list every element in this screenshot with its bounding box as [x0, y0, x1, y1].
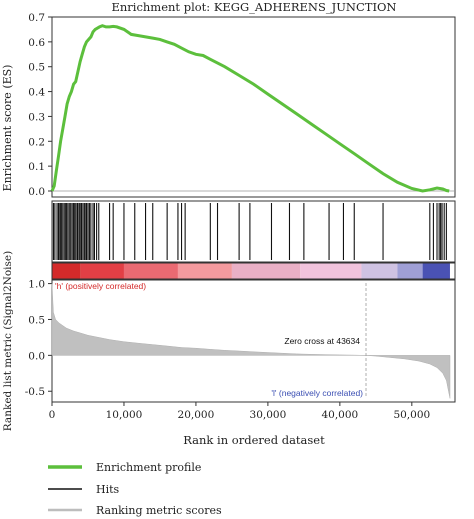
metric-y-tick-label: 0.5	[28, 314, 45, 326]
hits-panel-frame	[51, 200, 456, 263]
positively-correlated-label: 'h' (positively correlated)	[55, 281, 146, 291]
metric-y-axis-label: Ranked list metric (Signal2Noise)	[2, 251, 14, 431]
x-tick-label: 10,000	[106, 409, 143, 421]
color-bar-frame	[51, 262, 456, 280]
legend-label-ranking: Ranking metric scores	[96, 504, 222, 517]
es-y-tick-label: 0.2	[28, 136, 45, 148]
es-panel-frame	[51, 16, 456, 198]
es-y-tick-label: 0.7	[28, 12, 45, 24]
x-tick-label: 0	[49, 409, 56, 421]
color-bar-segment	[397, 263, 423, 279]
color-bar-segment	[177, 263, 232, 279]
es-y-axis: 0.7 0.6 0.5 0.4 0.3 0.2 0.1 0.0	[28, 12, 52, 198]
chart-title: Enrichment plot: KEGG_ADHERENS_JUNCTION	[111, 0, 396, 14]
x-tick-label: 40,000	[321, 409, 358, 421]
es-y-tick-label: 0.4	[28, 87, 45, 99]
metric-y-tick-label: 1.0	[28, 279, 45, 291]
legend-label-hits: Hits	[96, 483, 120, 496]
x-axis: 0 10,000 20,000 30,000 40,000 50,000	[49, 402, 430, 421]
color-bar-segment	[123, 263, 178, 279]
color-bar-segment	[422, 263, 450, 279]
es-y-tick-label: 0.0	[28, 186, 45, 198]
metric-y-tick-label: -0.5	[25, 386, 45, 398]
zero-cross-label: Zero cross at 43634	[284, 336, 360, 346]
x-axis-label: Rank in ordered dataset	[183, 433, 325, 447]
hits-group	[52, 203, 447, 260]
x-tick-label: 30,000	[250, 409, 287, 421]
color-bar-segment	[231, 263, 301, 279]
negatively-correlated-label: 'l' (negatively correlated)	[271, 388, 363, 398]
legend-label-enrichment: Enrichment profile	[96, 461, 201, 474]
es-y-tick-label: 0.5	[28, 62, 45, 74]
enrichment-profile-line	[50, 24, 450, 193]
color-bar-segment	[300, 263, 362, 279]
legend: Enrichment profile Hits Ranking metric s…	[48, 461, 222, 517]
es-y-axis-label: Enrichment score (ES)	[1, 65, 14, 192]
metric-y-tick-label: 0.0	[28, 350, 45, 362]
color-bar-segment	[361, 263, 398, 279]
ranking-metric-area	[51, 283, 451, 399]
es-y-tick-label: 0.3	[28, 111, 45, 123]
x-tick-label: 20,000	[178, 409, 215, 421]
metric-y-axis: 1.0 0.5 0.0 -0.5	[25, 279, 52, 398]
ranking-color-bar	[52, 263, 450, 279]
es-y-tick-label: 0.6	[28, 37, 45, 49]
color-bar-segment	[52, 263, 81, 279]
es-y-tick-label: 0.1	[28, 161, 45, 173]
x-tick-label: 50,000	[393, 409, 430, 421]
color-bar-segment	[80, 263, 124, 279]
